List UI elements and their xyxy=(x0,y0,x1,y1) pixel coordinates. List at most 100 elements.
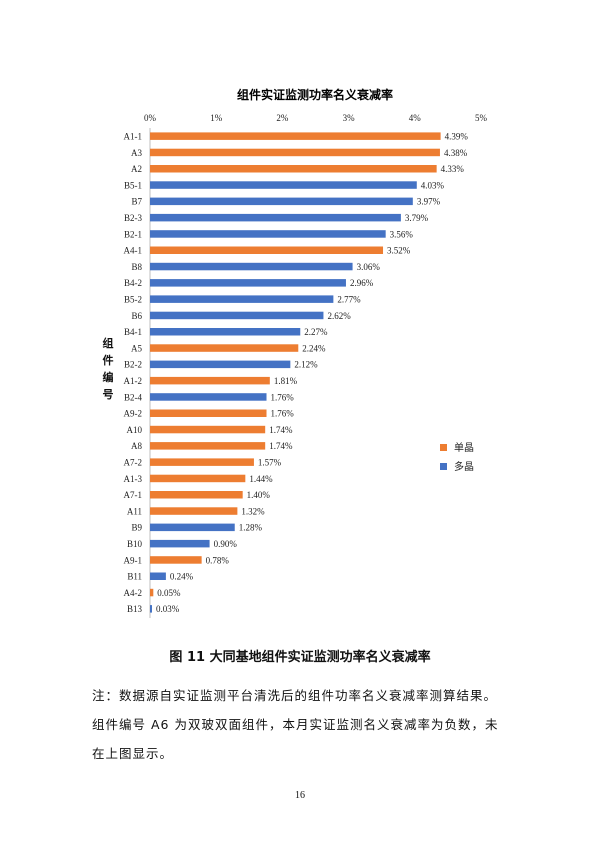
category-label: A9-1 xyxy=(124,555,143,565)
bar xyxy=(150,539,210,548)
category-label: B10 xyxy=(127,539,143,549)
category-label: B2-4 xyxy=(124,392,143,402)
category-label: A2 xyxy=(131,164,142,174)
y-axis-title-char: 件 xyxy=(103,353,114,367)
y-axis-title-char: 号 xyxy=(103,388,114,401)
legend-label: 单晶 xyxy=(454,442,474,454)
x-tick-label: 3% xyxy=(343,113,356,123)
bar xyxy=(150,491,243,499)
data-label: 3.52% xyxy=(387,246,411,256)
x-tick-label: 1% xyxy=(210,113,223,123)
category-label: A1-2 xyxy=(124,376,143,386)
bar xyxy=(150,295,334,303)
data-label: 2.77% xyxy=(337,294,361,304)
category-label: B4-2 xyxy=(124,278,142,288)
data-label: 1.76% xyxy=(271,392,295,402)
category-label: A11 xyxy=(127,506,142,516)
category-label: A4-1 xyxy=(124,246,143,256)
data-label: 3.97% xyxy=(417,197,441,207)
bar xyxy=(150,507,238,515)
data-label: 0.05% xyxy=(157,588,181,598)
category-label: A5 xyxy=(131,343,142,353)
category-label: B9 xyxy=(131,523,142,533)
data-label: 4.03% xyxy=(421,180,445,190)
bar xyxy=(150,605,152,613)
bar xyxy=(150,279,346,287)
bars-group: A1-1 4.39% A3 4.38% A2 4.33% B5-1 4.03% B7 3.97% B… xyxy=(124,131,469,614)
figure-note: 注：数据源自实证监测平台清洗后的组件功率名义衰减率测算结果。 组件编号 A6 为… xyxy=(92,681,532,768)
bar xyxy=(150,409,267,417)
data-label: 3.56% xyxy=(390,229,414,239)
data-label: 2.24% xyxy=(302,343,326,353)
data-label: 1.74% xyxy=(269,441,293,451)
category-label: B8 xyxy=(131,262,142,272)
category-label: B2-2 xyxy=(124,360,142,370)
bar xyxy=(150,376,270,385)
x-tick-label: 4% xyxy=(409,113,422,123)
bar xyxy=(150,458,254,466)
data-label: 2.12% xyxy=(294,360,318,370)
data-label: 0.24% xyxy=(170,572,194,582)
bar xyxy=(150,588,154,597)
data-label: 1.44% xyxy=(249,474,273,484)
data-label: 1.32% xyxy=(241,506,265,516)
bar xyxy=(150,442,266,450)
legend-label: 多晶 xyxy=(454,460,474,473)
data-label: 0.90% xyxy=(214,539,238,549)
category-label: B4-1 xyxy=(124,327,142,337)
x-axis-ticks: 0% 1% 2% 3% 4% 5% xyxy=(144,113,488,123)
x-tick-label: 0% xyxy=(144,113,157,123)
data-label: 1.28% xyxy=(239,523,263,533)
category-label: A10 xyxy=(127,425,143,435)
category-label: B13 xyxy=(127,604,143,614)
data-label: 0.03% xyxy=(156,604,180,614)
bar xyxy=(150,213,401,222)
data-label: 3.79% xyxy=(405,213,429,223)
bar xyxy=(150,230,386,238)
bar xyxy=(150,197,413,206)
category-label: A4-2 xyxy=(124,588,143,598)
bar xyxy=(150,556,202,564)
category-label: A3 xyxy=(131,148,142,158)
y-axis-title: 组件编号 xyxy=(103,336,114,401)
category-label: B5-2 xyxy=(124,294,142,304)
data-label: 2.62% xyxy=(327,311,351,321)
bar xyxy=(150,360,291,369)
data-label: 1.74% xyxy=(269,425,293,435)
bar xyxy=(150,165,437,173)
data-label: 2.96% xyxy=(350,278,374,288)
data-label: 0.78% xyxy=(206,555,230,565)
category-label: A9-2 xyxy=(124,409,143,419)
data-label: 1.40% xyxy=(247,490,271,500)
category-label: A7-1 xyxy=(124,490,143,500)
data-label: 4.38% xyxy=(444,148,468,158)
category-label: A1-1 xyxy=(124,131,143,141)
data-label: 4.39% xyxy=(445,131,469,141)
bar xyxy=(150,572,166,580)
x-tick-label: 2% xyxy=(276,113,289,123)
category-label: A1-3 xyxy=(124,474,143,484)
bar xyxy=(150,328,301,336)
category-label: A8 xyxy=(131,441,142,451)
data-label: 1.76% xyxy=(271,409,295,419)
bar xyxy=(150,132,441,140)
bar xyxy=(150,523,235,532)
category-label: B7 xyxy=(131,197,142,207)
bar xyxy=(150,474,246,483)
legend-swatch xyxy=(440,463,447,470)
bar xyxy=(150,148,440,157)
bar xyxy=(150,262,353,271)
category-label: B11 xyxy=(127,572,142,582)
bar xyxy=(150,246,384,254)
x-tick-label: 5% xyxy=(475,113,488,123)
chart-title: 组件实证监测功率名义衰减率 xyxy=(237,87,393,102)
figure-caption: 图 11 大同基地组件实证监测功率名义衰减率 xyxy=(169,650,431,665)
data-label: 2.27% xyxy=(304,327,328,337)
category-label: A7-2 xyxy=(124,457,143,467)
bar xyxy=(150,311,324,320)
y-axis-title-char: 组 xyxy=(103,336,114,350)
category-label: B6 xyxy=(131,311,142,321)
data-label: 4.33% xyxy=(441,164,465,174)
note-line: 组件编号 A6 为双玻双面组件，本月实证监测名义衰减率为负数，未 xyxy=(92,717,499,732)
